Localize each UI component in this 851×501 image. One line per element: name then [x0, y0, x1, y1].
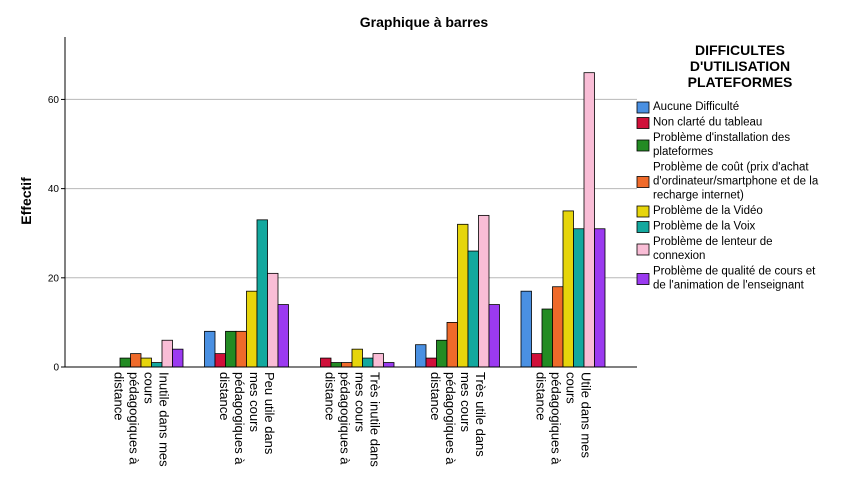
axes: [64, 37, 637, 368]
legend-entry: Problème de lenteur de connexion: [653, 236, 773, 262]
legend-swatch: [636, 205, 650, 218]
bar: [425, 357, 437, 368]
legend-swatch: [636, 273, 650, 285]
bar: [214, 353, 226, 368]
legend-entry: Non clarté du tableau: [653, 117, 762, 129]
bar: [583, 72, 595, 368]
legend-entry: Problème de qualité de cours et de l'anim…: [653, 266, 816, 292]
bar: [446, 322, 458, 368]
bar: [204, 330, 216, 368]
bar: [161, 339, 173, 368]
legend-swatch: [636, 176, 650, 188]
bar: [151, 362, 163, 368]
gridlines: [65, 98, 637, 279]
legend-swatch: [636, 243, 650, 256]
bar: [573, 228, 585, 368]
bar: [541, 308, 553, 368]
bar: [277, 304, 289, 368]
x-category-label: Inutile dans mescourspédagogiques àdista…: [112, 372, 172, 467]
bar: [594, 228, 606, 368]
y-tick-label: 60: [48, 95, 60, 106]
bar: [552, 286, 564, 368]
legend-entry: Problème de coût (prix d'achat d'ordinate…: [653, 162, 819, 202]
y-axis-label: Effectif: [18, 177, 34, 225]
bar: [531, 353, 543, 368]
bar: [457, 223, 469, 368]
bar: [320, 357, 332, 368]
legend: DIFFICULTES D'UTILISATION PLATEFORMES Aucun…: [636, 42, 819, 292]
bar: [372, 353, 384, 368]
bar: [362, 357, 374, 368]
bars: [119, 72, 606, 368]
x-categories: Inutile dans mescourspédagogiques àdista…: [112, 372, 594, 467]
x-category-label: Très utile dansmes courspédagogiques àdi…: [428, 372, 488, 465]
legend-swatch: [636, 101, 650, 114]
legend-entry: Problème d'installation des plateformes: [653, 132, 790, 158]
x-category-label: Très inutile dansmes courspédagogiques à…: [323, 372, 383, 467]
x-category-label: Utile dans mescourspédagogiques àdistanc…: [534, 372, 594, 465]
bar: [520, 290, 532, 368]
x-category-label: Peu utile dansmes courspédagogiques àdis…: [217, 372, 277, 465]
y-ticks: 0 20 40 60: [48, 95, 65, 374]
bar: [140, 357, 152, 368]
bar: [488, 304, 500, 368]
legend-swatch: [636, 117, 650, 129]
legend-entry: Problème de la Vidéo: [653, 205, 763, 217]
bar: [330, 362, 342, 368]
bar: [351, 348, 363, 368]
bar: [246, 290, 258, 368]
bar: [415, 344, 427, 368]
bar: [119, 357, 131, 368]
bar: [436, 339, 448, 368]
legend-swatch: [636, 139, 650, 152]
bar: [562, 210, 574, 368]
bar: [235, 330, 247, 368]
bar: [467, 250, 479, 368]
y-tick-label: 20: [48, 273, 60, 284]
legend-entry: Aucune Difficulté: [653, 101, 739, 113]
bar: [267, 272, 279, 368]
legend-entry: Problème de la Voix: [653, 221, 756, 233]
bar: [172, 348, 184, 368]
chart-title: Graphique à barres: [360, 14, 489, 30]
bar: [130, 353, 142, 368]
y-tick-label: 40: [48, 184, 60, 195]
bar: [225, 330, 237, 368]
bar: [341, 362, 353, 368]
bar: [256, 219, 268, 368]
bar: [383, 362, 395, 368]
bar: [478, 214, 490, 368]
legend-title: DIFFICULTES D'UTILISATION PLATEFORMES: [688, 42, 793, 90]
legend-swatch: [636, 221, 650, 233]
y-tick-label: 0: [53, 363, 59, 374]
